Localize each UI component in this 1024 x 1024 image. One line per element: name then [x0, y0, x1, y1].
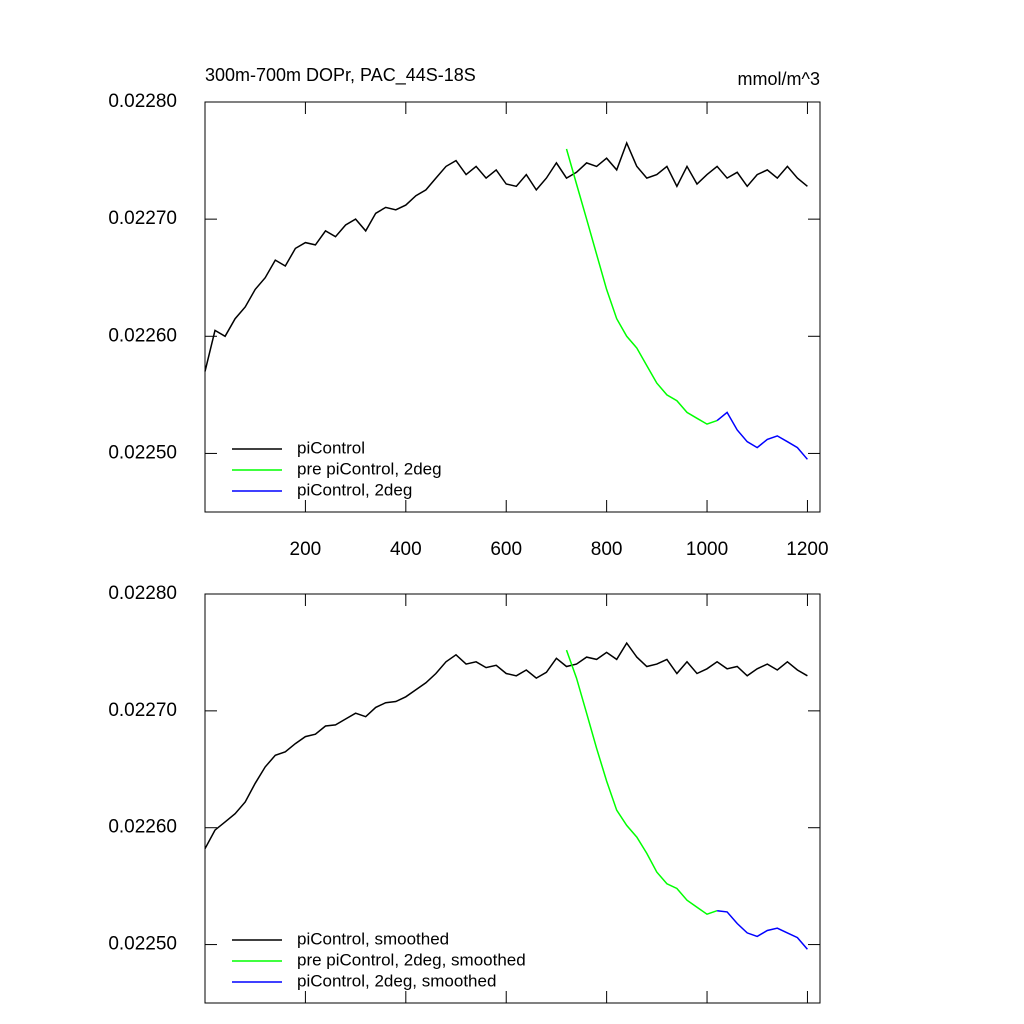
legend-label: piControl, smoothed: [297, 929, 449, 948]
y-tick-label: 0.02250: [108, 934, 177, 955]
units-label: mmol/m^3: [738, 69, 820, 89]
x-tick-label: 600: [490, 539, 522, 560]
y-tick-label: 0.02260: [108, 817, 177, 838]
legend-label: piControl, 2deg: [297, 480, 412, 499]
legend-label: pre piControl, 2deg, smoothed: [297, 950, 526, 969]
y-tick-label: 0.02260: [108, 325, 177, 346]
legend-label: pre piControl, 2deg: [297, 459, 442, 478]
data-line: [204, 140, 808, 372]
y-tick-label: 0.02250: [108, 442, 177, 463]
legend-label: piControl: [297, 438, 365, 457]
data-line: [565, 649, 718, 916]
data-line: [204, 641, 808, 850]
legend-label: piControl, 2deg, smoothed: [297, 971, 496, 990]
data-line: [565, 148, 718, 425]
chart-title: 300m-700m DOPr, PAC_44S-18S: [205, 65, 476, 86]
plot-frame: [204, 593, 821, 1004]
plot-frame: [204, 101, 821, 513]
y-tick-label: 0.02270: [108, 700, 177, 721]
x-tick-label: 400: [390, 539, 422, 560]
y-tick-label: 0.02270: [108, 208, 177, 229]
x-tick-label: 1200: [786, 539, 828, 560]
y-tick-label: 0.02280: [108, 91, 177, 112]
x-tick-label: 1000: [686, 539, 728, 560]
data-line: [716, 411, 808, 460]
x-tick-label: 200: [290, 539, 322, 560]
data-line: [717, 909, 808, 950]
x-tick-label: 800: [591, 539, 623, 560]
y-tick-label: 0.02280: [108, 583, 177, 604]
